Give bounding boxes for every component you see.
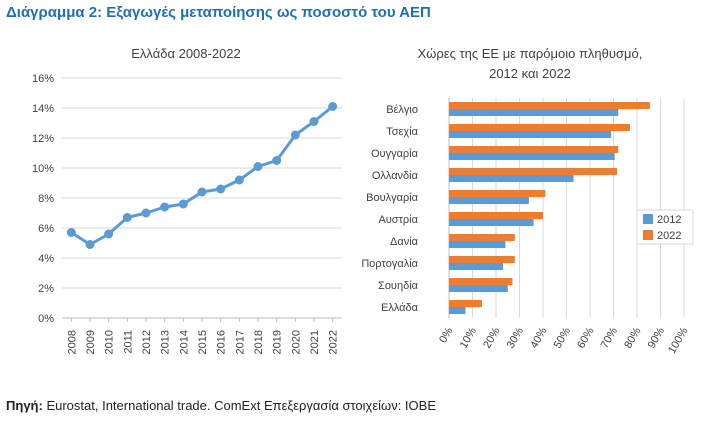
line-chart-x-tick-label: 2014 — [178, 330, 190, 354]
line-chart-x-tick-label: 2016 — [216, 330, 228, 354]
bar-2012 — [449, 153, 615, 160]
legend-label-2012: 2012 — [657, 214, 681, 226]
bar-chart-x-tick-label: 50% — [552, 325, 574, 350]
line-chart-x-tick-label: 2011 — [122, 330, 134, 354]
line-chart-y-tick-label: 10% — [32, 163, 54, 175]
line-chart-point — [309, 117, 319, 126]
bar-2022 — [449, 102, 650, 109]
legend-swatch-2012 — [643, 214, 653, 224]
source-text: Eurostat, International trade. ComExt Επ… — [42, 398, 436, 413]
bar-2012 — [449, 197, 529, 204]
bar-chart-x-tick-label: 30% — [505, 325, 527, 350]
bar-2022 — [449, 190, 546, 197]
line-chart-point — [234, 175, 244, 185]
line-chart-y-tick-label: 2% — [38, 283, 54, 295]
bar-chart-title-line-1: Χώρες της ΕΕ με παρόμοιο πληθυσμό, — [418, 46, 643, 61]
bar-chart-x-tick-label: 40% — [528, 325, 550, 350]
bar-2012 — [449, 109, 619, 116]
line-chart-title: Ελλάδα 2008-2022 — [131, 46, 241, 61]
line-chart-x-tick-label: 2012 — [141, 330, 153, 354]
bar-chart-category-label: Αυστρία — [378, 214, 418, 226]
bar-chart-category-label: Ελλάδα — [381, 302, 419, 314]
bar-chart-x-tick-label: 80% — [622, 325, 644, 350]
line-chart-point — [290, 130, 300, 140]
bar-2012 — [449, 307, 466, 314]
bar-2012 — [449, 131, 612, 138]
bar-chart-category-label: Σουηδία — [378, 280, 419, 292]
bar-chart-x-tick-label: 20% — [481, 325, 503, 350]
bar-2012 — [449, 175, 574, 182]
bar-chart-category-label: Βέλγιο — [386, 104, 418, 116]
bar-2022 — [449, 234, 515, 241]
line-chart-x-tick-label: 2015 — [197, 330, 209, 354]
bar-chart: Χώρες της ΕΕ με παρόμοιο πληθυσμό, 2012 … — [361, 46, 690, 356]
legend-label-2022: 2022 — [657, 230, 681, 242]
bar-chart-category-label: Ολλανδία — [372, 170, 419, 182]
bar-chart-x-tick-label: 10% — [458, 325, 480, 350]
bar-2022 — [449, 124, 630, 131]
bar-chart-category-label: Δανία — [390, 236, 419, 248]
bar-chart-category-label: Βουλγαρία — [366, 192, 419, 204]
line-chart-y-tick-label: 0% — [38, 313, 54, 325]
line-chart-y-tick-label: 8% — [38, 193, 54, 205]
line-chart-x-tick-label: 2008 — [66, 330, 78, 354]
bar-2022 — [449, 300, 482, 307]
line-chart-x-tick-label: 2019 — [272, 330, 284, 354]
line-chart-point — [197, 187, 207, 197]
bar-chart-x-tick-label: 90% — [646, 325, 668, 350]
bar-2012 — [449, 219, 534, 226]
line-chart-x-tick-label: 2013 — [160, 330, 172, 354]
bar-2012 — [449, 241, 506, 248]
bar-chart-category-label: Πορτογαλία — [361, 258, 418, 270]
bar-chart-x-tick-label: 100% — [666, 325, 691, 356]
bar-2022 — [449, 146, 619, 153]
bar-chart-x-tick-label: 0% — [437, 325, 455, 345]
line-chart-point — [178, 199, 188, 209]
line-chart-point — [272, 156, 282, 165]
line-chart-y-tick-label: 4% — [38, 253, 54, 265]
bar-2012 — [449, 285, 508, 292]
line-chart-x-tick-label: 2009 — [85, 330, 97, 354]
bar-chart-title-line-2: 2012 και 2022 — [489, 66, 571, 81]
source-label: Πηγή: — [6, 398, 43, 413]
line-chart-point — [66, 228, 76, 237]
bar-chart-x-tick-label: 60% — [575, 325, 597, 350]
bar-chart-category-label: Τσεχία — [386, 126, 418, 138]
line-chart-point — [122, 213, 132, 222]
line-chart-y-tick-label: 12% — [32, 133, 54, 145]
page-title: Διάγραμμα 2: Εξαγωγές μεταποίησης ως ποσ… — [6, 4, 431, 21]
bar-2022 — [449, 168, 618, 175]
bar-chart-category-label: Ουγγαρία — [371, 148, 419, 160]
legend-swatch-2022 — [643, 230, 653, 240]
line-chart-point — [85, 240, 95, 249]
line-chart-x-tick-label: 2020 — [290, 330, 302, 354]
line-chart-point — [328, 102, 338, 111]
line-chart-x-tick-label: 2017 — [234, 330, 246, 354]
bar-chart-x-tick-label: 70% — [599, 325, 621, 350]
line-chart: Ελλάδα 2008-2022 0% 2% 4% 6% 8% 10% 12% 14% 16% 2… — [32, 46, 342, 354]
line-chart-point — [160, 202, 170, 212]
line-chart-y-tick-label: 14% — [32, 103, 54, 115]
bar-2022 — [449, 256, 515, 263]
bar-2022 — [449, 212, 543, 219]
bar-chart-legend: 2012 2022 — [636, 209, 694, 245]
bar-2022 — [449, 278, 513, 285]
line-chart-x-tick-label: 2021 — [309, 330, 321, 354]
line-chart-point — [216, 184, 226, 194]
line-chart-x-tick-label: 2018 — [253, 330, 265, 354]
line-chart-x-tick-label: 2022 — [328, 330, 340, 354]
source-note: Πηγή: Eurostat, International trade. Com… — [6, 398, 436, 413]
line-chart-y-tick-label: 6% — [38, 223, 54, 235]
line-chart-y-tick-label: 16% — [32, 73, 54, 85]
line-chart-point — [141, 208, 151, 218]
line-chart-point — [104, 229, 114, 239]
bar-2012 — [449, 263, 504, 270]
line-chart-point — [253, 162, 263, 171]
line-chart-x-tick-label: 2010 — [104, 330, 116, 354]
line-chart-series-line — [70, 105, 334, 246]
